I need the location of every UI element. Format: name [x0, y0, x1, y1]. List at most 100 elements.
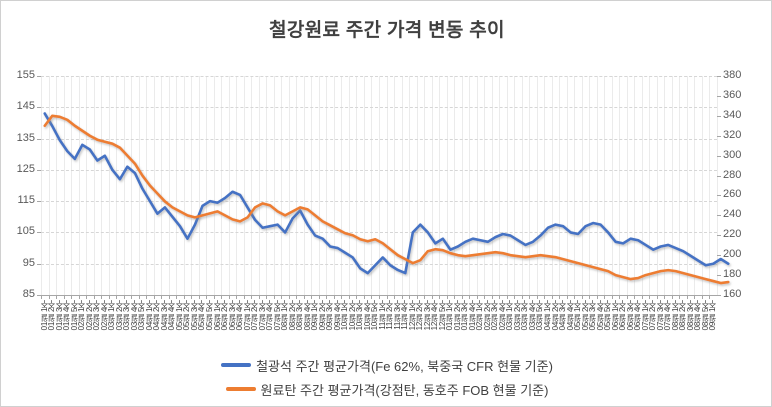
right-axis-tick-label: 320 — [723, 128, 742, 141]
vertical-gridline — [236, 76, 238, 295]
category-axis-tick — [394, 295, 396, 299]
chart-legend: 철광석 주간 평균가격(Fe 62%, 북중국 CFR 현물 기준) 원료탄 주… — [1, 353, 771, 401]
right-axis-tick-label: 220 — [723, 228, 742, 241]
vertical-gridline — [251, 76, 253, 295]
legend-item-iron-ore[interactable]: 철광석 주간 평균가격(Fe 62%, 북중국 CFR 현물 기준) — [1, 353, 771, 377]
vertical-gridline — [694, 76, 696, 295]
vertical-gridline — [153, 76, 155, 295]
left-axis-tick-label: 115 — [17, 194, 35, 207]
category-axis-tick — [604, 295, 606, 299]
category-axis-tick — [634, 295, 636, 299]
left-axis-tick-label: 135 — [16, 131, 35, 144]
horizontal-gridline — [41, 201, 717, 203]
category-axis-tick — [206, 295, 208, 299]
right-axis-tick-label: 360 — [723, 88, 742, 101]
right-axis-tick — [717, 195, 721, 197]
vertical-gridline — [491, 76, 493, 295]
vertical-gridline — [461, 76, 463, 295]
legend-swatch-iron-ore — [221, 363, 252, 367]
right-axis-tick-label: 300 — [723, 148, 742, 161]
legend-label-iron-ore: 철광석 주간 평균가격(Fe 62%, 북중국 CFR 현물 기준) — [256, 358, 553, 374]
right-axis-tick — [717, 235, 721, 237]
vertical-gridline — [649, 76, 651, 295]
category-axis-tick — [131, 295, 133, 299]
vertical-gridline — [679, 76, 681, 295]
vertical-gridline — [596, 76, 598, 295]
category-axis-tick — [671, 295, 673, 299]
left-axis-tick-label: 95 — [22, 256, 35, 269]
category-axis-tick — [258, 295, 260, 299]
right-axis-tick-label: 380 — [723, 69, 742, 81]
right-axis-tick — [717, 135, 721, 137]
vertical-gridline — [71, 76, 73, 295]
vertical-gridline — [311, 76, 313, 295]
vertical-gridline — [431, 76, 433, 295]
category-label: 09월 1주 — [708, 300, 718, 331]
vertical-gridline — [709, 76, 711, 295]
category-axis-tick — [379, 295, 380, 299]
category-axis-tick — [656, 295, 658, 299]
left-axis-tick — [37, 107, 41, 109]
vertical-gridline — [266, 76, 268, 295]
vertical-gridline — [356, 76, 358, 295]
category-axis-tick — [161, 295, 163, 299]
vertical-gridline — [116, 76, 118, 295]
category-axis-tick — [619, 295, 621, 299]
vertical-gridline — [123, 76, 125, 295]
vertical-gridline — [379, 76, 380, 295]
horizontal-gridline — [41, 138, 717, 140]
category-axis-tick — [521, 295, 523, 299]
legend-item-coking-coal[interactable]: 원료탄 주간 평균가격(강점탄, 동호주 FOB 현물 기준) — [1, 377, 771, 401]
category-axis-tick — [649, 295, 651, 299]
left-axis-tick-label: 85 — [22, 288, 35, 300]
category-axis-tick — [536, 295, 538, 299]
right-axis-tick-label: 160 — [723, 288, 742, 300]
vertical-gridline — [213, 76, 215, 295]
vertical-gridline — [671, 76, 673, 295]
category-axis-tick — [686, 295, 688, 299]
category-axis-tick — [56, 295, 58, 299]
category-axis-tick — [86, 295, 88, 299]
left-axis-tick-label: 105 — [16, 225, 35, 238]
category-axis-tick — [596, 295, 598, 299]
category-axis-tick — [311, 295, 313, 299]
category-axis-tick — [318, 295, 320, 299]
category-axis-tick — [281, 295, 283, 299]
category-axis-tick — [63, 295, 65, 299]
category-axis-tick — [123, 295, 125, 299]
left-axis-tick — [37, 169, 41, 171]
vertical-gridline — [686, 76, 688, 295]
category-axis-tick — [551, 295, 553, 299]
category-axis-tick — [701, 295, 703, 299]
vertical-gridline — [183, 76, 185, 295]
horizontal-gridline — [41, 76, 717, 77]
vertical-gridline — [228, 76, 230, 295]
right-axis-tick — [717, 275, 721, 277]
right-axis-tick — [717, 255, 721, 257]
vertical-gridline — [484, 76, 486, 295]
category-axis-tick — [491, 295, 493, 299]
left-axis-tick-label: 145 — [16, 100, 35, 113]
category-axis-tick — [709, 295, 711, 299]
vertical-gridline — [566, 76, 568, 295]
category-axis-tick — [266, 295, 268, 299]
right-axis-tick — [717, 95, 721, 97]
vertical-gridline — [206, 76, 208, 295]
category-axis-tick — [506, 295, 508, 299]
vertical-gridline — [318, 76, 320, 295]
vertical-gridline — [146, 76, 148, 295]
right-axis-tick-label: 260 — [723, 188, 742, 201]
vertical-gridline — [701, 76, 703, 295]
category-axis-tick — [138, 295, 140, 299]
vertical-gridline — [409, 76, 411, 295]
category-axis-tick — [664, 295, 666, 299]
right-axis-tick — [717, 215, 721, 217]
vertical-gridline — [589, 76, 591, 295]
category-axis-tick — [116, 295, 118, 299]
vertical-gridline — [108, 76, 110, 295]
horizontal-gridline — [41, 263, 717, 265]
left-axis-tick — [37, 232, 41, 234]
vertical-gridline — [78, 76, 80, 295]
category-axis-tick — [581, 295, 583, 299]
